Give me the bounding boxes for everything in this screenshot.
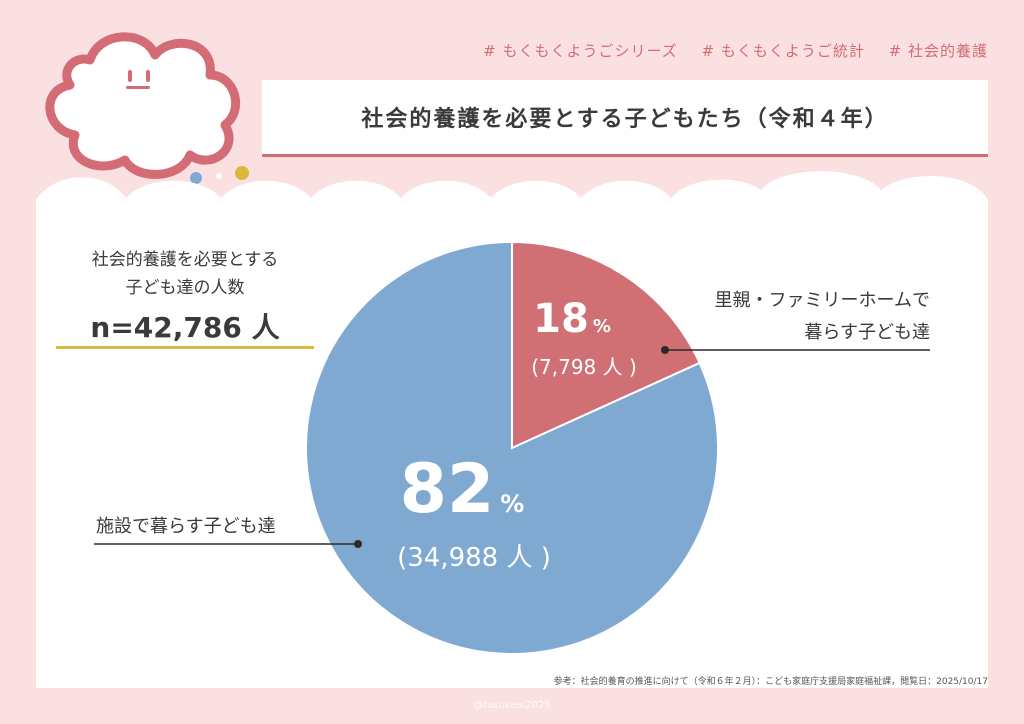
slice-percent-foster-sign: % <box>593 316 611 337</box>
hashtag-stats[interactable]: # もくもくようご統計 <box>701 42 865 60</box>
title-banner: 社会的養護を必要とする子どもたち（令和４年） <box>262 80 988 157</box>
slice-count-facility: (34,988 人 ) <box>397 543 551 573</box>
total-underline <box>56 346 314 349</box>
leader-dot-facility <box>354 540 362 548</box>
slice-count-foster: (7,798 人 ) <box>531 355 637 379</box>
slice-percent-facility-value: 82 <box>400 450 495 529</box>
hashtag-series[interactable]: # もくもくようごシリーズ <box>483 42 678 60</box>
hashtag-list: # もくもくようごシリーズ # もくもくようご統計 # 社会的養護 <box>465 40 988 61</box>
total-label-line2: 子ども達の人数 <box>125 278 245 298</box>
slice-label-foster-line1: 里親・ファミリーホームで <box>715 290 930 311</box>
leader-dot-foster <box>661 346 669 354</box>
pie-slice-facility <box>305 240 719 655</box>
hashtag-social-care[interactable]: # 社会的養護 <box>888 42 988 60</box>
slice-percent-facility-sign: % <box>500 490 524 518</box>
slice-percent-foster: 18% <box>533 296 611 342</box>
slice-label-foster-line2: 暮らす子ども達 <box>804 322 930 343</box>
slice-percent-facility: 82% <box>400 450 525 529</box>
watermark: @tasukeai2025 <box>473 700 551 711</box>
total-count: n=42,786 人 <box>90 311 280 344</box>
page-title: 社会的養護を必要とする子どもたち（令和４年） <box>361 107 889 132</box>
source-note: 参考：社会的養育の推進に向けて（令和６年２月）：こども家庭庁支援局家庭福祉課，閲… <box>553 677 988 687</box>
slice-percent-foster-value: 18 <box>533 296 589 342</box>
total-label: 社会的養護を必要とする 子ども達の人数 <box>60 246 310 302</box>
total-label-line1: 社会的養護を必要とする <box>91 250 279 270</box>
pie-slice-foster <box>511 240 701 450</box>
cloud-edge-decoration <box>36 171 988 230</box>
slice-label-facility: 施設で暮らす子ども達 <box>96 516 276 537</box>
